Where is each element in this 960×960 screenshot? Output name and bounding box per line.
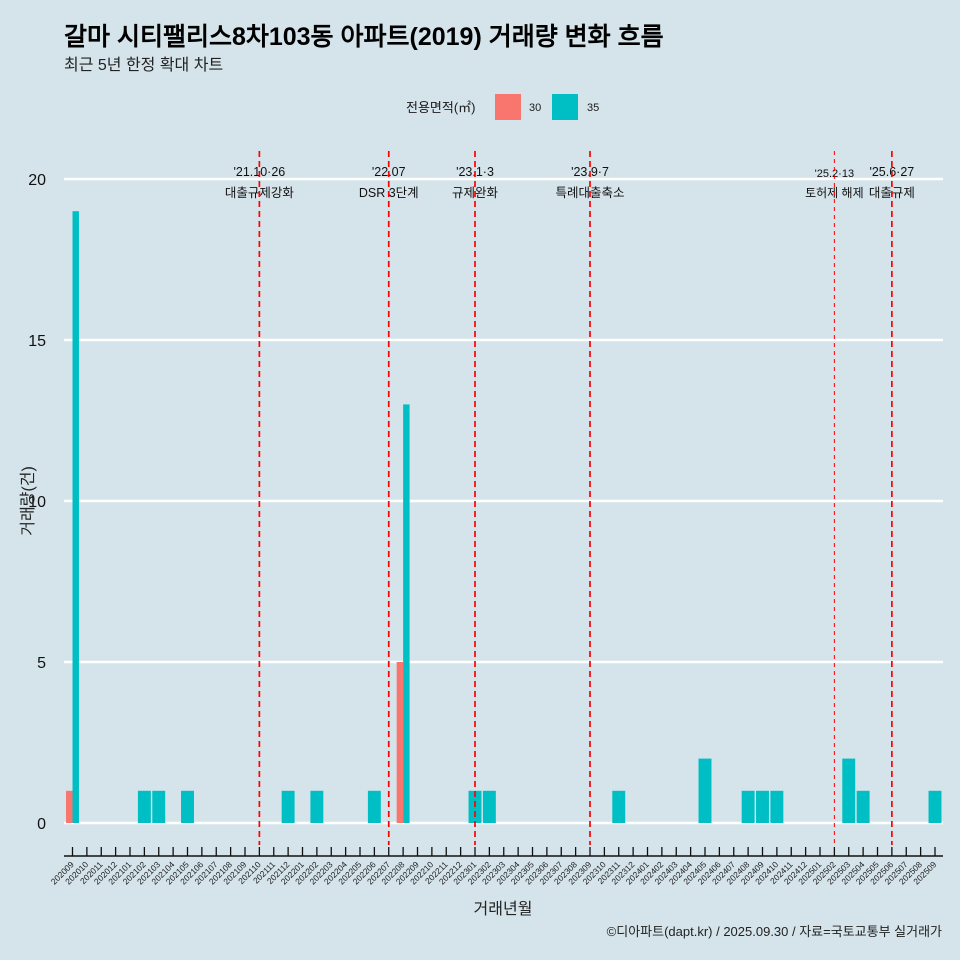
bar-35-202311 xyxy=(612,790,626,823)
legend-label-30: 30 xyxy=(529,102,541,114)
y-tick-label: 0 xyxy=(37,816,46,833)
bar-35-202112 xyxy=(281,790,295,823)
bar-30-202208 xyxy=(396,662,404,823)
bar-35-202408 xyxy=(741,790,755,823)
event-lines xyxy=(258,151,893,845)
bar-35-202302 xyxy=(482,790,496,823)
bar-35-202405 xyxy=(698,758,712,823)
bars xyxy=(66,211,942,823)
bar-35-202206 xyxy=(367,790,381,823)
x-axis-ticks xyxy=(71,847,936,856)
legend-title: 전용면적(㎡) xyxy=(406,100,476,115)
bar-35-202409 xyxy=(756,790,769,823)
bar-35-202509 xyxy=(928,790,942,823)
y-tick-label: 10 xyxy=(28,494,46,511)
legend-swatch-35 xyxy=(552,94,578,120)
bar-35-202410 xyxy=(770,790,784,823)
bar-35-202503 xyxy=(842,758,856,823)
bar-35-202208 xyxy=(403,404,410,823)
legend-swatch-30 xyxy=(495,94,521,120)
y-axis-labels: 0 5 10 15 20 xyxy=(28,172,46,833)
bar-35-202105 xyxy=(181,790,194,823)
gridlines xyxy=(64,177,943,825)
legend-label-35: 35 xyxy=(587,102,599,114)
bar-35-202504 xyxy=(856,790,870,823)
annotation-date: '25.2·13 xyxy=(815,168,854,180)
bar-35-202103 xyxy=(152,790,166,823)
chart-title: 갈마 시티팰리스8차103동 아파트(2019) 거래량 변화 흐름 xyxy=(64,23,664,51)
chart-subtitle: 최근 5년 한정 확대 차트 xyxy=(64,56,223,74)
y-tick-label: 20 xyxy=(28,172,46,189)
bar-30-202009 xyxy=(66,790,73,823)
legend: 전용면적(㎡) 30 35 xyxy=(406,94,599,120)
bar-35-202009 xyxy=(72,211,79,823)
y-tick-label: 5 xyxy=(37,655,46,672)
x-axis-title: 거래년월 xyxy=(474,900,533,918)
bar-35-202202 xyxy=(310,790,324,823)
caption: ©디아파트(dapt.kr) / 2025.09.30 / 자료=국토교통부 실… xyxy=(607,924,942,939)
y-tick-label: 15 xyxy=(28,333,46,350)
bar-35-202102 xyxy=(137,790,151,823)
y-axis-title: 거래량(건) xyxy=(19,466,37,536)
